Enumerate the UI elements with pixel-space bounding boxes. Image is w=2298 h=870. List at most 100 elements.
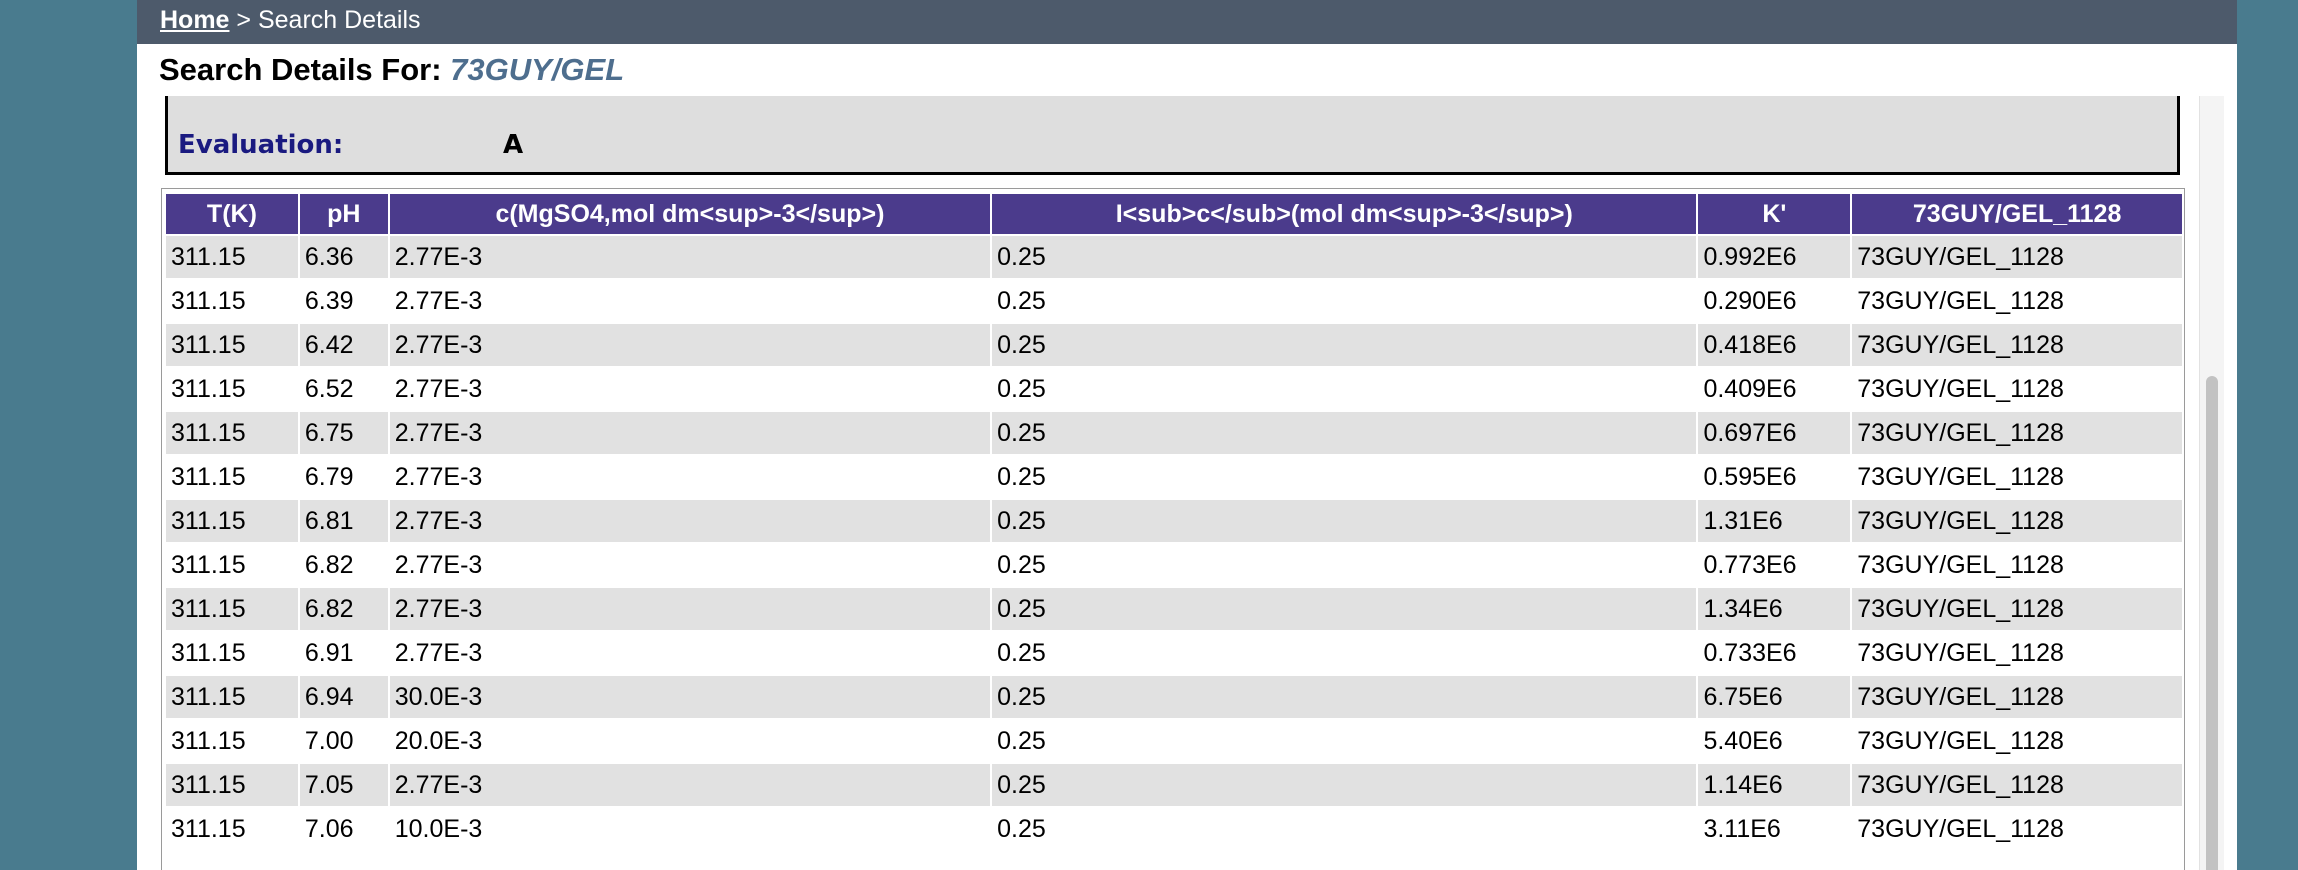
cell-reference: 73GUY/GEL_1128 (1852, 808, 2182, 850)
cell-ionic-strength: 0.25 (992, 588, 1697, 630)
data-table: T(K) pH c(MgSO4,mol dm<sup>-3</sup>) I<s… (164, 192, 2184, 852)
cell-concentration: 2.77E-3 (389, 236, 991, 278)
table-row: 311.15 6.39 2.77E-3 0.25 0.290E6 73GUY/GEL_11… (166, 280, 2182, 322)
table-header-row: T(K) pH c(MgSO4,mol dm<sup>-3</sup>) I<s… (166, 194, 2182, 234)
cell-concentration: 2.77E-3 (389, 456, 991, 498)
cell-reference: 73GUY/GEL_1128 (1852, 456, 2182, 498)
cell-reference: 73GUY/GEL_1128 (1852, 280, 2182, 322)
table-row: 311.15 6.82 2.77E-3 0.25 1.34E6 73GUY/GEL_112… (166, 588, 2182, 630)
cell-reference: 73GUY/GEL_1128 (1852, 544, 2182, 586)
cell-concentration: 2.77E-3 (389, 324, 991, 366)
page-title-reference: 73GUY/GEL (450, 52, 625, 87)
cell-k-prime: 3.11E6 (1698, 808, 1851, 850)
cell-k-prime: 0.992E6 (1698, 236, 1851, 278)
cell-reference: 73GUY/GEL_1128 (1852, 368, 2182, 410)
cell-temperature: 311.15 (166, 324, 298, 366)
cell-ph: 6.39 (299, 280, 388, 322)
cell-reference: 73GUY/GEL_1128 (1852, 324, 2182, 366)
table-body: 311.15 6.36 2.77E-3 0.25 0.992E6 73GUY/GEL_11… (166, 236, 2182, 850)
cell-ionic-strength: 0.25 (992, 500, 1697, 542)
cell-k-prime: 1.31E6 (1698, 500, 1851, 542)
table-row: 311.15 6.81 2.77E-3 0.25 1.31E6 73GUY/GEL_112… (166, 500, 2182, 542)
details-scroll-pane[interactable]: Evaluation: A T(K) pH c(MgSO4,mol dm (161, 96, 2217, 870)
cell-ionic-strength: 0.25 (992, 544, 1697, 586)
cell-ionic-strength: 0.25 (992, 368, 1697, 410)
cell-temperature: 311.15 (166, 720, 298, 762)
column-header-ionic-strength: I<sub>c</sub>(mol dm<sup>-3</sup>) (992, 194, 1697, 234)
cell-ph: 6.75 (299, 412, 388, 454)
table-row: 311.15 6.79 2.77E-3 0.25 0.595E6 73GUY/GEL_11… (166, 456, 2182, 498)
cell-temperature: 311.15 (166, 676, 298, 718)
cell-concentration: 10.0E-3 (389, 808, 991, 850)
table-row: 311.15 6.94 30.0E-3 0.25 6.75E6 73GUY/GEL_112… (166, 676, 2182, 718)
cell-temperature: 311.15 (166, 500, 298, 542)
cell-reference: 73GUY/GEL_1128 (1852, 720, 2182, 762)
scrollbar-thumb[interactable] (2206, 376, 2218, 870)
cell-k-prime: 6.75E6 (1698, 676, 1851, 718)
column-header-temperature: T(K) (166, 194, 298, 234)
cell-concentration: 2.77E-3 (389, 368, 991, 410)
column-header-ph: pH (299, 194, 388, 234)
cell-temperature: 311.15 (166, 236, 298, 278)
cell-ph: 7.00 (299, 720, 388, 762)
table-row: 311.15 6.91 2.77E-3 0.25 0.733E6 73GUY/GEL_11… (166, 632, 2182, 674)
cell-ionic-strength: 0.25 (992, 236, 1697, 278)
page-title: Search Details For: 73GUY/GEL (137, 44, 2237, 96)
cell-ionic-strength: 0.25 (992, 412, 1697, 454)
cell-k-prime: 1.14E6 (1698, 764, 1851, 806)
cell-concentration: 2.77E-3 (389, 632, 991, 674)
cell-temperature: 311.15 (166, 412, 298, 454)
table-row: 311.15 6.42 2.77E-3 0.25 0.418E6 73GUY/GEL_11… (166, 324, 2182, 366)
cell-concentration: 2.77E-3 (389, 764, 991, 806)
page-container: Home > Search Details Search Details For… (137, 0, 2237, 870)
cell-ionic-strength: 0.25 (992, 632, 1697, 674)
cell-concentration: 2.77E-3 (389, 280, 991, 322)
cell-reference: 73GUY/GEL_1128 (1852, 500, 2182, 542)
column-header-concentration: c(MgSO4,mol dm<sup>-3</sup>) (389, 194, 991, 234)
cell-ionic-strength: 0.25 (992, 764, 1697, 806)
cell-k-prime: 1.34E6 (1698, 588, 1851, 630)
cell-temperature: 311.15 (166, 632, 298, 674)
table-row: 311.15 7.06 10.0E-3 0.25 3.11E6 73GUY/GEL_112… (166, 808, 2182, 850)
cell-concentration: 2.77E-3 (389, 500, 991, 542)
cell-ph: 7.06 (299, 808, 388, 850)
cell-reference: 73GUY/GEL_1128 (1852, 412, 2182, 454)
table-row: 311.15 6.75 2.77E-3 0.25 0.697E6 73GUY/GEL_11… (166, 412, 2182, 454)
table-row: 311.15 6.36 2.77E-3 0.25 0.992E6 73GUY/GEL_11… (166, 236, 2182, 278)
cell-ph: 7.05 (299, 764, 388, 806)
breadcrumb-home-link[interactable]: Home (160, 6, 230, 34)
cell-reference: 73GUY/GEL_1128 (1852, 236, 2182, 278)
vertical-scrollbar[interactable] (2199, 96, 2224, 870)
cell-ionic-strength: 0.25 (992, 808, 1697, 850)
cell-concentration: 2.77E-3 (389, 412, 991, 454)
cell-reference: 73GUY/GEL_1128 (1852, 764, 2182, 806)
table-row: 311.15 6.52 2.77E-3 0.25 0.409E6 73GUY/GEL_11… (166, 368, 2182, 410)
cell-temperature: 311.15 (166, 280, 298, 322)
evaluation-value: A (503, 130, 524, 160)
cell-concentration: 20.0E-3 (389, 720, 991, 762)
cell-k-prime: 0.595E6 (1698, 456, 1851, 498)
cell-concentration: 2.77E-3 (389, 588, 991, 630)
cell-k-prime: 0.409E6 (1698, 368, 1851, 410)
cell-k-prime: 0.418E6 (1698, 324, 1851, 366)
cell-ph: 6.82 (299, 588, 388, 630)
cell-ionic-strength: 0.25 (992, 324, 1697, 366)
breadcrumb-current: Search Details (257, 6, 421, 34)
column-header-reference: 73GUY/GEL_1128 (1852, 194, 2182, 234)
evaluation-box: Evaluation: A (165, 96, 2180, 175)
cell-k-prime: 0.773E6 (1698, 544, 1851, 586)
cell-concentration: 30.0E-3 (389, 676, 991, 718)
cell-temperature: 311.15 (166, 808, 298, 850)
cell-ionic-strength: 0.25 (992, 280, 1697, 322)
table-row: 311.15 7.05 2.77E-3 0.25 1.14E6 73GUY/GEL_112… (166, 764, 2182, 806)
breadcrumb: Home > Search Details (137, 0, 2237, 44)
cell-k-prime: 0.697E6 (1698, 412, 1851, 454)
cell-reference: 73GUY/GEL_1128 (1852, 632, 2182, 674)
cell-temperature: 311.15 (166, 368, 298, 410)
cell-ph: 6.79 (299, 456, 388, 498)
cell-ph: 6.42 (299, 324, 388, 366)
cell-temperature: 311.15 (166, 588, 298, 630)
cell-temperature: 311.15 (166, 544, 298, 586)
cell-ph: 6.81 (299, 500, 388, 542)
cell-ph: 6.36 (299, 236, 388, 278)
